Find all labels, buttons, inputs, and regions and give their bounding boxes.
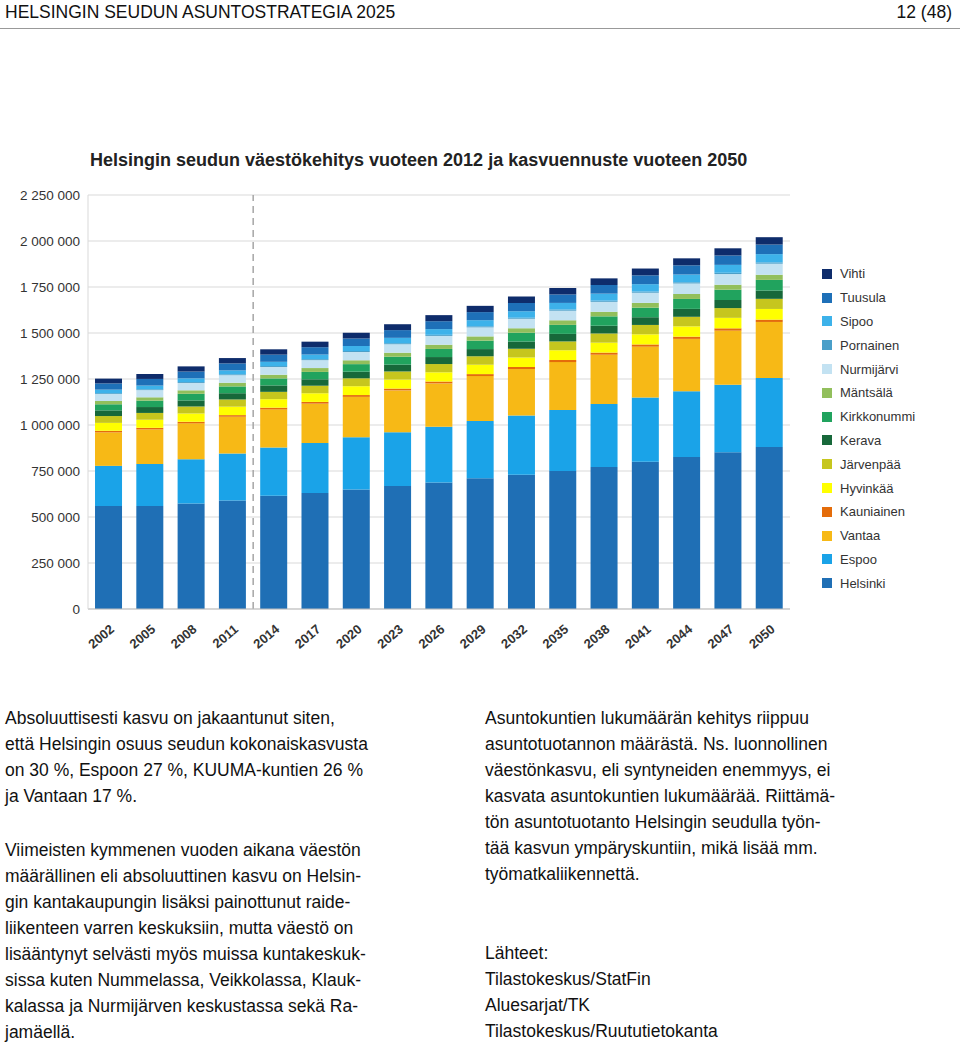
svg-text:750 000: 750 000 [31,464,80,479]
html-text:gin kantakaupungin lisäksi pai: gin kantakaupungin lisäksi painottunut r… [5,892,351,912]
html-text:Vihti: Vihti [840,266,866,282]
html-text:väestönkasvu, eli syntyneiden: väestönkasvu, eli syntyneiden enemmyys, … [485,760,831,780]
html-text:Helsinki: Helsinki [840,575,886,591]
html-text:Hyvinkää: Hyvinkää [840,480,894,496]
svg-text:1 750 000: 1 750 000 [20,280,80,295]
html-text:Espoo: Espoo [840,552,877,567]
svg-text:2 000 000: 2 000 000 [20,234,80,249]
html-text:Lähteet:: Lähteet: [485,943,549,963]
html-text:työmatkaliikennettä.: työmatkaliikennettä. [485,864,640,884]
html-text:Aluesarjat/TK: Aluesarjat/TK [485,995,590,1015]
html-text:Mäntsälä: Mäntsälä [840,385,893,401]
html-text:sissa kuten Nummelassa, Veikko: sissa kuten Nummelassa, Veikkolassa, Kla… [5,970,361,990]
svg-text:2023: 2023 [374,621,406,651]
html-text:Tilastokeskus/Ruututietokanta: Tilastokeskus/Ruututietokanta [485,1021,718,1041]
html-text:Kerava: Kerava [840,433,882,448]
html-text:HELSINGIN SEUDUN ASUNTOSTRATEG: HELSINGIN SEUDUN ASUNTOSTRATEGIA 2025 [5,2,396,22]
html-text:liikenteen varren keskuksiin,: liikenteen varren keskuksiin, mutta väes… [5,918,354,938]
html-text:Pornainen: Pornainen [840,337,900,353]
svg-text:2032: 2032 [498,621,530,651]
svg-text:2041: 2041 [622,621,654,651]
html-text:Kirkkonummi: Kirkkonummi [840,409,916,425]
svg-text:2029: 2029 [457,621,489,651]
html-text:Asuntokuntien lukumäärän kehit: Asuntokuntien lukumäärän kehitys riippuu [485,708,809,728]
html-text:Nurmijärvi: Nurmijärvi [840,361,899,377]
svg-text:2011: 2011 [210,621,241,651]
svg-text:2038: 2038 [581,621,613,651]
svg-text:2047: 2047 [705,621,737,651]
html-text:ja Vantaan 17 %.: ja Vantaan 17 %. [5,786,137,806]
svg-text:2008: 2008 [168,621,200,651]
html-text:Helsingin seudun väestökehitys: Helsingin seudun väestökehitys vuoteen 2… [90,150,748,170]
html-text:on 30 %, Espoon 27 %, KUUMA-ku: on 30 %, Espoon 27 %, KUUMA-kuntien 26 % [5,760,363,780]
html-text:kasvata asuntokuntien lukumäär: kasvata asuntokuntien lukumäärää. Riittä… [485,786,836,806]
svg-text:2005: 2005 [127,621,159,651]
html-text:tää kasvun ympäryskuntiin, mik: tää kasvun ympäryskuntiin, mikä lisää mm… [485,838,818,858]
html-text:Viimeisten kymmenen vuoden aik: Viimeisten kymmenen vuoden aikana väestö… [5,840,361,860]
html-text:tön asuntotuotanto Helsingin s: tön asuntotuotanto Helsingin seudulla ty… [485,812,821,832]
html-text:asuntotuotannon määrästä. Ns.: asuntotuotannon määrästä. Ns. luonnollin… [485,734,828,754]
svg-text:2017: 2017 [292,621,324,651]
html-text:Sipoo: Sipoo [840,314,874,329]
html-text:jamäellä.: jamäellä. [5,1022,75,1042]
svg-text:1 500 000: 1 500 000 [20,326,80,341]
svg-text:2002: 2002 [85,621,117,651]
html-text:Kauniainen: Kauniainen [840,504,906,520]
html-text:Järvenpää: Järvenpää [840,456,901,472]
html-text:12 (48): 12 (48) [896,2,952,22]
svg-text:2 250 000: 2 250 000 [20,188,80,203]
html-text:että Helsingin osuus seudun ko: että Helsingin osuus seudun kokonaiskasv… [5,734,368,754]
svg-text:2050: 2050 [746,621,778,651]
svg-text:1 250 000: 1 250 000 [20,372,80,387]
svg-text:250 000: 250 000 [31,556,80,571]
html-text:määrällinen eli absoluuttinen: määrällinen eli absoluuttinen kasvu on H… [5,866,361,886]
html-text:Vantaa: Vantaa [840,528,881,544]
html-text:Tilastokeskus/StatFin: Tilastokeskus/StatFin [485,969,651,989]
svg-text:2035: 2035 [539,621,571,651]
svg-text:2044: 2044 [663,621,695,652]
svg-text:500 000: 500 000 [31,510,80,525]
html-text:Tuusula: Tuusula [840,290,886,306]
svg-text:0: 0 [72,602,80,617]
html-text:lisääntynyt selvästi myös muis: lisääntynyt selvästi myös muissa kuntake… [5,944,366,964]
svg-text:2026: 2026 [416,621,448,651]
svg-text:2020: 2020 [333,621,365,651]
svg-text:2014: 2014 [250,621,282,652]
html-text:kalassa ja Nurmijärven keskust: kalassa ja Nurmijärven keskustassa sekä … [5,996,359,1016]
html-text:Absoluuttisesti kasvu on jakaa: Absoluuttisesti kasvu on jakaantunut sit… [5,708,335,728]
svg-text:1 000 000: 1 000 000 [20,418,80,433]
